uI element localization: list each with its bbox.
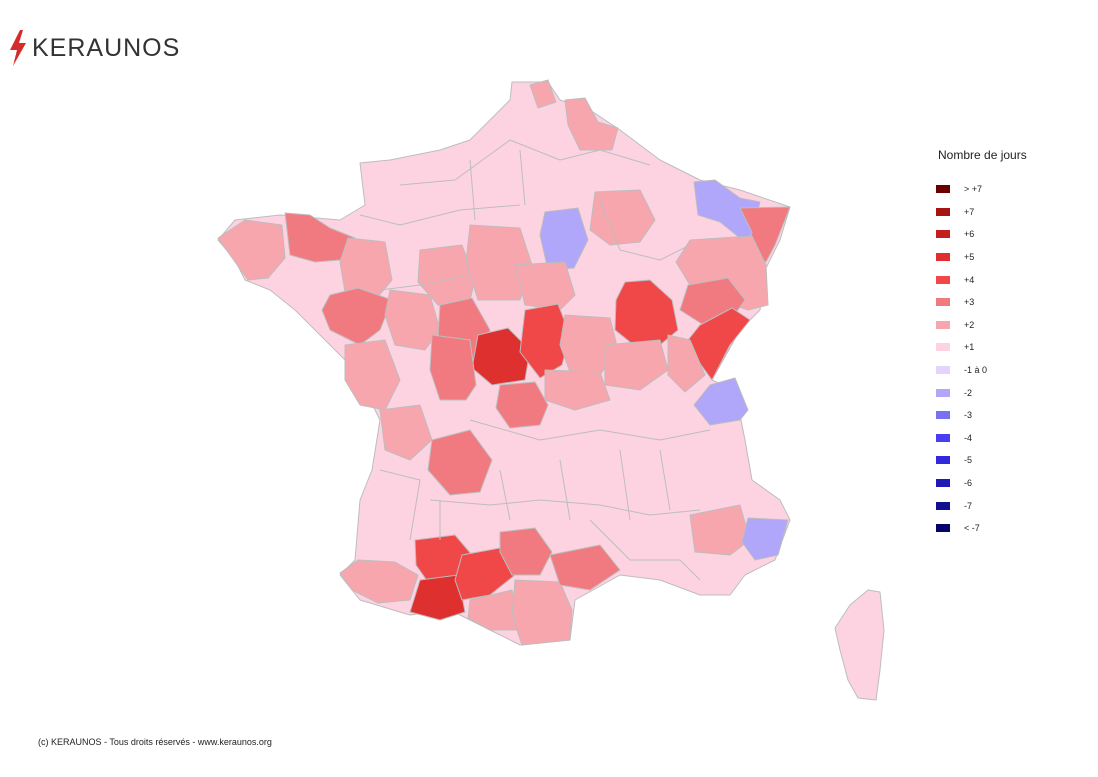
legend-swatch (936, 320, 950, 329)
dept-creuse (495, 381, 549, 429)
legend-swatch (936, 275, 950, 284)
legend-title: Nombre de jours (938, 148, 1027, 162)
copyright-footer: (c) KERAUNOS - Tous droits réservés - ww… (38, 737, 272, 747)
legend-swatch (936, 501, 950, 510)
legend-item: +4 (936, 268, 1076, 291)
legend-item: +5 (936, 246, 1076, 269)
legend-item: +6 (936, 223, 1076, 246)
dept-ain (693, 377, 749, 426)
brand-name: KERAUNOS (32, 33, 181, 62)
legend-label: -4 (964, 432, 973, 443)
dept-saone-et-loire (604, 339, 669, 391)
legend-item: -7 (936, 494, 1076, 517)
lightning-icon (10, 30, 26, 66)
dept-loiret (465, 224, 533, 301)
legend-item: +1 (936, 336, 1076, 359)
dept-dordogne (427, 429, 493, 496)
legend-label: > +7 (964, 184, 983, 195)
dept-nord-east (564, 97, 619, 151)
legend-item: -6 (936, 472, 1076, 495)
dept-vaucluse (689, 504, 751, 556)
dept-corse (834, 589, 885, 701)
legend-swatch (936, 366, 950, 375)
dept-herault (549, 544, 621, 591)
dept-vosges (675, 235, 769, 311)
dept-pyrenees-atlantiques (339, 559, 419, 604)
legend-label: < -7 (964, 523, 980, 534)
legend-swatch (936, 411, 950, 420)
dept-loire-atlantique (321, 287, 393, 346)
dept-ariege (467, 589, 521, 631)
legend-item: -5 (936, 449, 1076, 472)
legend-label: -7 (964, 500, 973, 511)
legend-swatch (936, 298, 950, 307)
legend-label: +1 (964, 342, 975, 353)
dept-aube (589, 189, 656, 246)
legend-label: +4 (964, 274, 975, 285)
legend-label: +2 (964, 319, 975, 330)
dept-hautes-pyrenees (409, 574, 466, 621)
legend-item: -2 (936, 381, 1076, 404)
dept-allier (544, 369, 611, 411)
legend-items: > +7 +7 +6 +5 +4 +3 +2 +1 -1 à 0 -2 -3 -4 -5 -6 -7 < -7 (936, 178, 1076, 540)
legend-item: < -7 (936, 517, 1076, 540)
legend-label: -1 à 0 (964, 365, 988, 376)
dept-charente (379, 404, 433, 461)
dept-finistere (217, 219, 286, 281)
legend-swatch (936, 230, 950, 239)
dept-cher (519, 303, 571, 379)
dept-paris-region (539, 207, 589, 271)
legend-item: +3 (936, 291, 1076, 314)
legend-label: -2 (964, 387, 973, 398)
legend-item: -1 à 0 (936, 359, 1076, 382)
dept-vienne (429, 334, 477, 401)
legend-swatch (936, 343, 950, 352)
legend-item: -3 (936, 404, 1076, 427)
dept-alpes-maritimes (741, 517, 789, 561)
dept-yonne (514, 261, 576, 311)
legend-swatch (936, 433, 950, 442)
dept-jura (667, 334, 706, 393)
legend-swatch (936, 456, 950, 465)
legend-item: > +7 (936, 178, 1076, 201)
legend-swatch (936, 388, 950, 397)
dept-aude (511, 579, 573, 646)
legend-item: -4 (936, 427, 1076, 450)
legend-label: +6 (964, 229, 975, 240)
brand-logo: KERAUNOS (8, 30, 180, 66)
legend-swatch (936, 524, 950, 533)
legend-swatch (936, 185, 950, 194)
legend-label: -5 (964, 455, 973, 466)
legend-swatch (936, 253, 950, 262)
legend-label: +3 (964, 297, 975, 308)
legend: Nombre de jours > +7 +7 +6 +5 +4 +3 +2 +1 -1 à 0… (936, 148, 1076, 540)
legend-label: -3 (964, 410, 973, 421)
legend-item: +2 (936, 314, 1076, 337)
legend-item: +7 (936, 201, 1076, 224)
legend-swatch (936, 479, 950, 488)
legend-label: +5 (964, 252, 975, 263)
dept-tarn (499, 527, 553, 576)
legend-swatch (936, 207, 950, 216)
dept-nord-coast (529, 79, 557, 109)
legend-label: +7 (964, 206, 975, 217)
legend-label: -6 (964, 478, 973, 489)
